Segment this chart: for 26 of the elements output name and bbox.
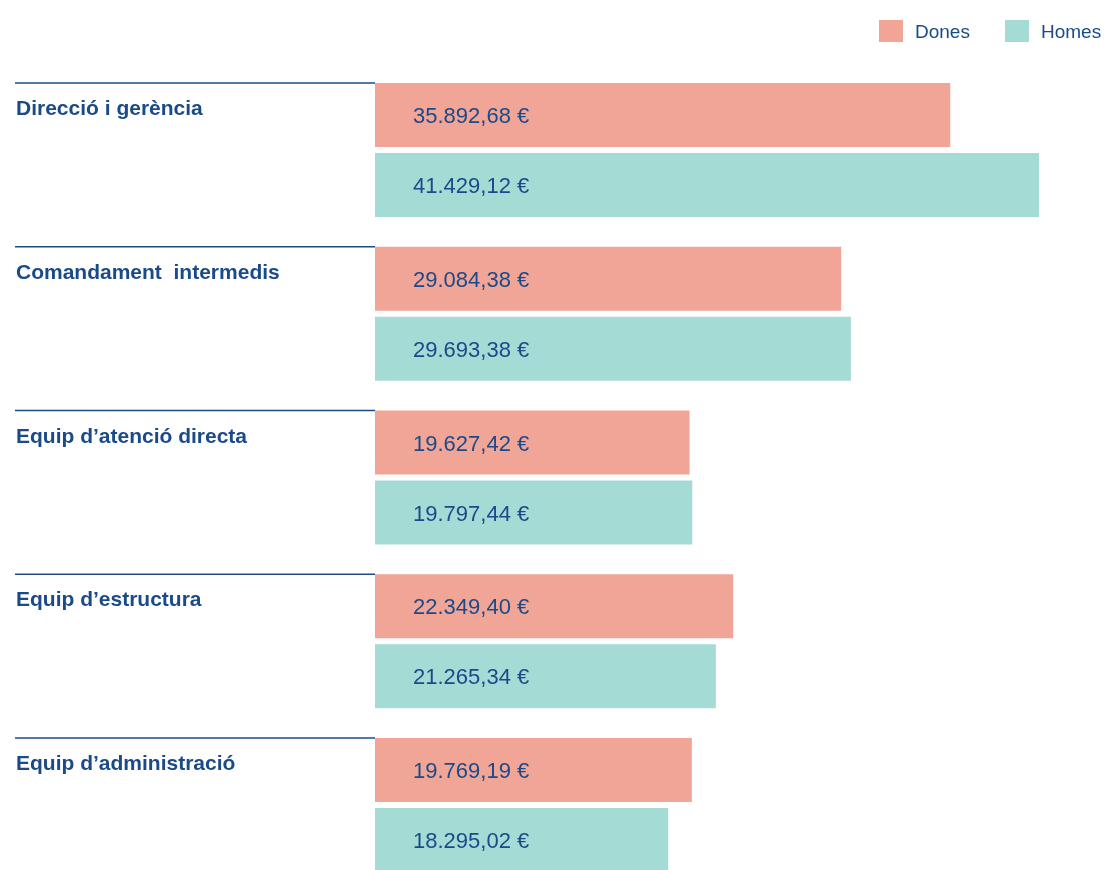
bar xyxy=(375,83,951,147)
data-label: 19.797,44 € xyxy=(413,500,530,526)
bar xyxy=(375,738,692,802)
bar xyxy=(375,574,734,639)
legend-label: Dones xyxy=(915,21,970,42)
y-tick-label: Equip d’atenció directa xyxy=(16,423,248,447)
data-label: 29.084,38 € xyxy=(413,266,530,292)
data-label: 21.265,34 € xyxy=(413,664,530,690)
data-label: 35.892,68 € xyxy=(413,103,530,128)
y-tick-label: Comandament intermedis xyxy=(16,259,280,283)
bar xyxy=(375,246,842,311)
y-tick-label: Equip d’administració xyxy=(16,751,236,774)
y-tick-label: Equip d’estructura xyxy=(16,587,202,611)
bar xyxy=(375,153,1039,217)
y-tick-label: Direcció i gerència xyxy=(16,96,204,119)
data-label: 19.769,19 € xyxy=(413,758,530,783)
data-label: 22.349,40 € xyxy=(413,594,530,620)
data-label: 41.429,12 € xyxy=(413,173,530,198)
data-label: 18.295,02 € xyxy=(413,828,530,853)
bar xyxy=(375,644,716,709)
bar xyxy=(375,480,693,545)
bar xyxy=(375,410,690,475)
data-label: 29.693,38 € xyxy=(413,336,530,362)
bar xyxy=(375,316,851,381)
data-label: 19.627,42 € xyxy=(413,430,530,456)
legend-label: Homes xyxy=(1041,21,1102,42)
